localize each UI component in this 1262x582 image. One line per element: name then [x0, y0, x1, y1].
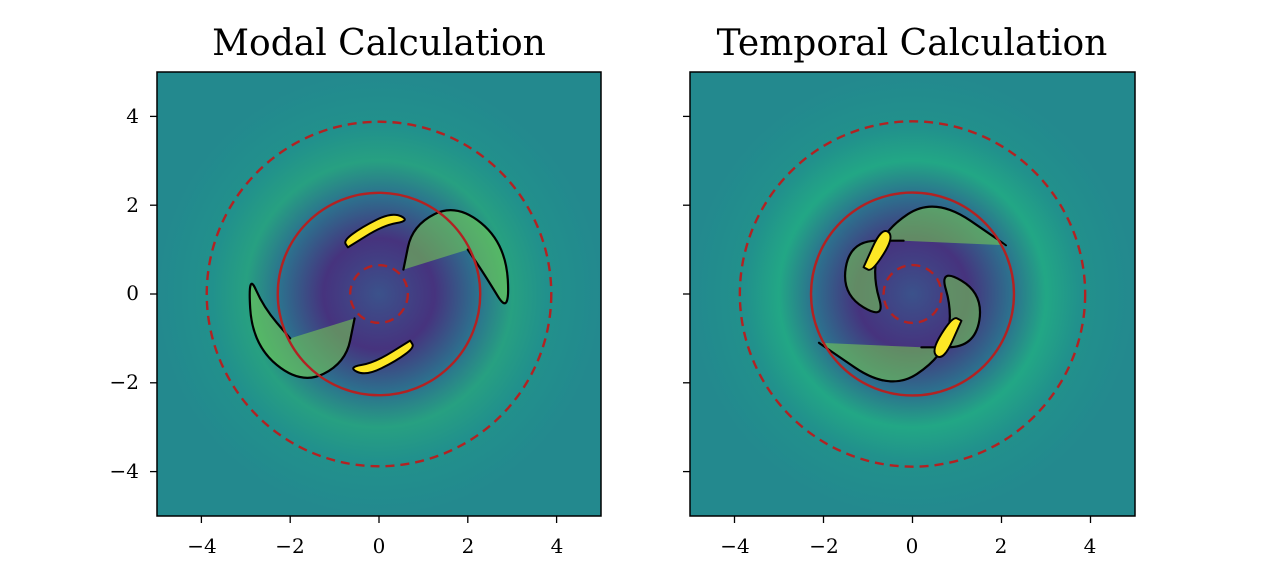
x-tick-label: 2 — [462, 534, 475, 558]
x-tick-label: −2 — [809, 534, 838, 558]
y-tick-label: 2 — [126, 193, 139, 217]
peak-contour — [352, 339, 414, 375]
spiral-arm-contour — [248, 282, 356, 379]
heatmap-background — [690, 72, 1135, 516]
dashed-circle — [205, 120, 553, 468]
dashed-circle — [882, 263, 943, 325]
x-tick-label: 4 — [551, 534, 564, 558]
x-tick-label: −4 — [720, 534, 749, 558]
axis-ticks — [683, 115, 1092, 523]
x-tick-label: −2 — [275, 534, 304, 558]
x-tick-label: −4 — [187, 534, 216, 558]
panel-modal: Modal Calculation −4 −2 0 2 4 −4 −2 0 2 … — [110, 23, 602, 558]
x-tick-label: 2 — [995, 534, 1008, 558]
panel-title: Modal Calculation — [212, 23, 546, 64]
y-tick-label: −4 — [110, 459, 139, 483]
peak-contour — [862, 230, 892, 271]
spiral-arm-contour — [843, 205, 1008, 314]
peak-contour — [344, 213, 406, 249]
dashed-circle — [738, 120, 1087, 468]
y-tick-label: −2 — [110, 370, 139, 394]
plot-marks — [205, 120, 553, 468]
solid-circle — [809, 191, 1016, 397]
y-tick-label: 0 — [126, 281, 139, 305]
dashed-circle — [348, 263, 410, 325]
spiral-arm-contour — [817, 274, 982, 383]
panel-title: Temporal Calculation — [717, 23, 1108, 64]
panel-temporal: Temporal Calculation −4 −2 0 2 4 — [683, 23, 1136, 558]
x-tick-label: 0 — [906, 534, 919, 558]
plot-marks — [738, 120, 1087, 468]
y-tick-label: 4 — [126, 104, 139, 128]
x-tick-label: 4 — [1084, 534, 1097, 558]
heatmap-background — [157, 72, 601, 516]
axis-ticks — [150, 115, 558, 523]
x-tick-label: 0 — [373, 534, 386, 558]
peak-contour — [933, 317, 963, 358]
spiral-arm-contour — [402, 209, 510, 305]
solid-circle — [276, 191, 482, 397]
